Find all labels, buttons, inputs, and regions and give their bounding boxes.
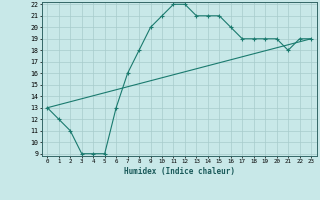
X-axis label: Humidex (Indice chaleur): Humidex (Indice chaleur) xyxy=(124,167,235,176)
